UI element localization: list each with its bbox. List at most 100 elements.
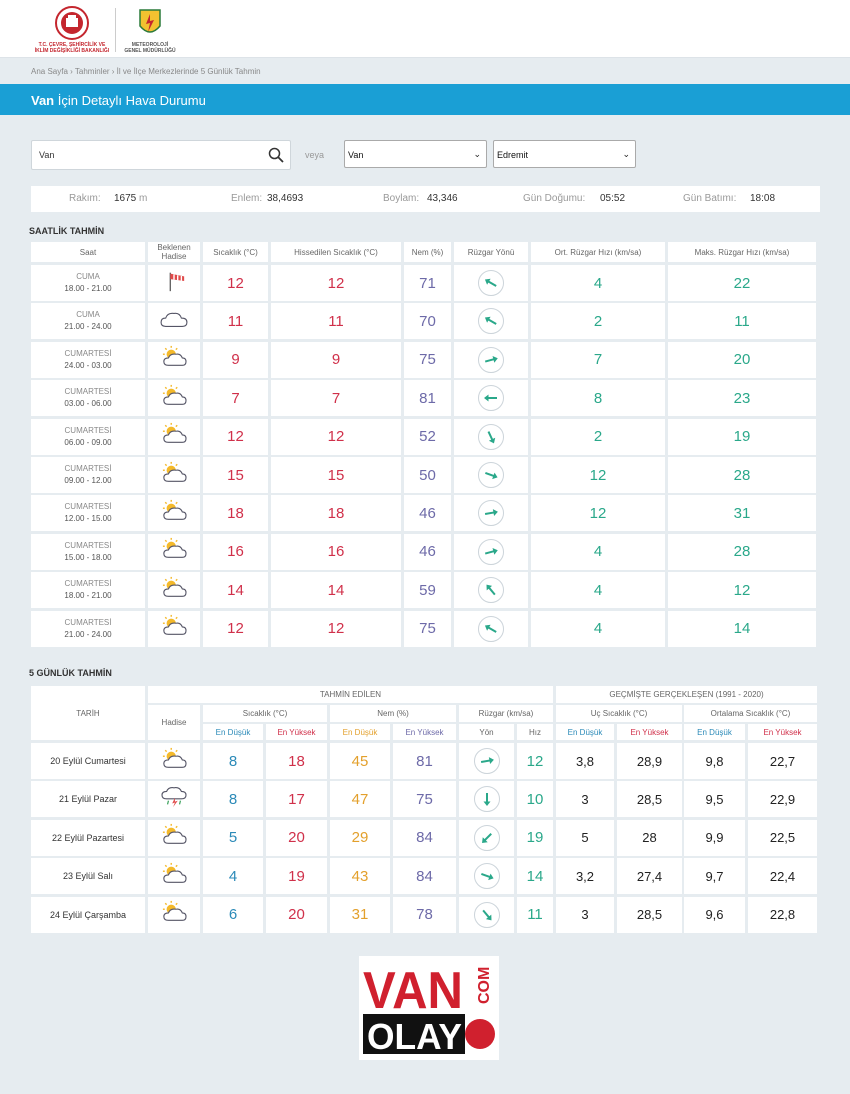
wind-direction-arrow-icon	[478, 462, 504, 488]
district-select-value: Edremit	[497, 150, 529, 160]
daily-umin-value: 3	[581, 791, 589, 807]
hourly-header-label: Nem (%)	[411, 247, 444, 257]
daily-header-forecast-label: TAHMİN EDİLEN	[319, 690, 382, 699]
hourly-feel: 12	[271, 610, 401, 647]
wind-direction-arrow-icon	[473, 824, 500, 851]
hourly-icon-cell	[148, 572, 200, 609]
daily-umin-value: 3,2	[575, 868, 595, 884]
daily-subheader-label: En Düşük	[697, 727, 732, 737]
daily-value-dir	[459, 781, 514, 818]
hourly-time: 21.00 - 24.00	[64, 629, 112, 639]
daily-value-omin: 9,5	[684, 781, 745, 818]
windy-icon	[159, 269, 189, 298]
vanolay-logo[interactable]: VAN COM OLAY	[359, 956, 499, 1060]
chevron-down-icon: ⌄	[473, 149, 481, 159]
hourly-header-6: Ort. Rüzgar Hızı (km/sa)	[531, 242, 665, 262]
daily-nmax-value: 84	[416, 829, 433, 847]
daily-date: 23 Eylül Salı	[62, 871, 114, 882]
partly-cloudy-icon	[159, 537, 189, 566]
hourly-wind-max-value: 12	[733, 581, 751, 599]
hourly-feel-value: 12	[327, 620, 345, 638]
daily-umax-value: 28,5	[636, 791, 663, 807]
hourly-temp-value: 16	[227, 543, 244, 561]
cloud-icon	[159, 307, 189, 336]
daily-nmax-value: 81	[416, 752, 433, 770]
ministry-name-line1: T.C. ÇEVRE, ŞEHİRCİLİK VE	[38, 42, 106, 48]
hourly-wind-max-value: 14	[733, 620, 751, 638]
hourly-time: 21.00 - 24.00	[64, 322, 112, 332]
wind-direction-arrow-icon	[478, 538, 504, 565]
search-icon[interactable]	[268, 147, 284, 163]
hourly-time: 12.00 - 15.00	[64, 514, 112, 524]
mgm-logo[interactable]: METEOROLOJİ GENEL MÜDÜRLÜĞÜ	[118, 6, 182, 54]
hourly-wind-avg-value: 4	[593, 274, 603, 292]
search-input[interactable]: Van	[31, 140, 291, 170]
hourly-wind-avg: 2	[531, 303, 665, 340]
hourly-day: CUMA	[76, 272, 100, 281]
daily-value-tmin: 5	[203, 819, 263, 856]
hourly-feel: 9	[271, 341, 401, 378]
hourly-hum: 59	[404, 572, 451, 609]
hourly-hum-value: 50	[419, 466, 436, 484]
altitude-unit: m	[139, 193, 148, 204]
daily-header-wind: Rüzgar (km/sa)	[459, 705, 553, 722]
ministry-emblem-icon	[55, 6, 89, 40]
daily-subheader-5: Hız	[517, 724, 553, 740]
hourly-wind-avg-value: 2	[593, 312, 603, 330]
daily-header-icon: Hadise	[148, 705, 200, 740]
mgm-name-line1: METEOROLOJİ	[131, 42, 169, 48]
daily-icon-cell	[148, 858, 200, 895]
partly-cloudy-icon	[159, 900, 189, 929]
hourly-temp: 14	[203, 572, 268, 609]
partly-cloudy-icon	[159, 862, 189, 891]
daily-tmax-value: 18	[288, 752, 305, 770]
hourly-hum: 46	[404, 495, 451, 532]
daily-icon-cell	[148, 819, 200, 856]
hourly-hum-value: 46	[419, 543, 436, 561]
daily-omax-value: 22,5	[769, 830, 796, 846]
hourly-hum: 71	[404, 265, 451, 301]
hourly-feel: 12	[271, 265, 401, 301]
hourly-hum: 46	[404, 533, 451, 570]
hourly-header-label: Sıcaklık (°C)	[213, 247, 258, 257]
site-header: T.C. ÇEVRE, ŞEHİRCİLİK VE İKLİM DEĞİŞİKLİ…	[0, 0, 850, 58]
daily-header-temp-label: Sıcaklık (°C)	[242, 709, 288, 718]
daily-subheader-6: En Düşük	[556, 724, 614, 740]
or-label: veya	[305, 150, 325, 160]
daily-value-tmin: 8	[203, 781, 263, 818]
hourly-feel-value: 16	[327, 543, 345, 561]
hourly-wind-avg: 12	[531, 457, 665, 493]
hourly-header-label: Ort. Rüzgar Hızı (km/sa)	[554, 247, 642, 257]
latitude-label: Enlem:	[231, 193, 263, 204]
daily-header-date-label: TARİH	[76, 708, 100, 718]
hourly-time: 15.00 - 18.00	[64, 552, 112, 562]
daily-subheader-label: Hız	[529, 727, 541, 737]
daily-value-omax: 22,7	[748, 743, 817, 779]
ministry-logo[interactable]: T.C. ÇEVRE, ŞEHİRCİLİK VE İKLİM DEĞİŞİKLİ…	[32, 6, 112, 54]
hourly-header-1: Beklenen Hadise	[148, 242, 200, 262]
daily-tmax-value: 17	[288, 790, 305, 808]
daily-subheader-4: Yön	[459, 724, 514, 740]
hourly-feel: 16	[271, 533, 401, 570]
hourly-time-cell: CUMARTESİ 09.00 - 12.00	[31, 457, 145, 493]
district-select[interactable]: Edremit ⌄	[493, 140, 636, 168]
province-select[interactable]: Van ⌄	[344, 140, 487, 168]
hourly-wind-avg-value: 4	[593, 620, 603, 638]
daily-value-nmax: 84	[393, 819, 456, 856]
daily-value-tmax: 20	[266, 896, 327, 933]
breadcrumb[interactable]: Ana Sayfa › Tahminler › İl ve İlçe Merke…	[31, 67, 261, 76]
daily-value-tmin: 6	[203, 896, 263, 933]
search-input-value: Van	[39, 150, 55, 160]
hourly-wind-max: 20	[668, 341, 816, 378]
daily-tmin-value: 5	[228, 829, 238, 847]
daily-nmin-value: 29	[351, 829, 369, 847]
hourly-temp: 7	[203, 380, 268, 417]
daily-value-nmin: 45	[330, 743, 390, 779]
daily-value-umin: 3,2	[556, 858, 614, 895]
daily-header-temp: Sıcaklık (°C)	[203, 705, 327, 722]
daily-value-spd: 11	[517, 896, 553, 933]
daily-value-omax: 22,5	[748, 819, 817, 856]
daily-section-title: 5 GÜNLÜK TAHMİN	[29, 668, 112, 678]
hourly-day: CUMARTESİ	[64, 540, 112, 550]
hourly-temp-value: 11	[227, 312, 244, 330]
